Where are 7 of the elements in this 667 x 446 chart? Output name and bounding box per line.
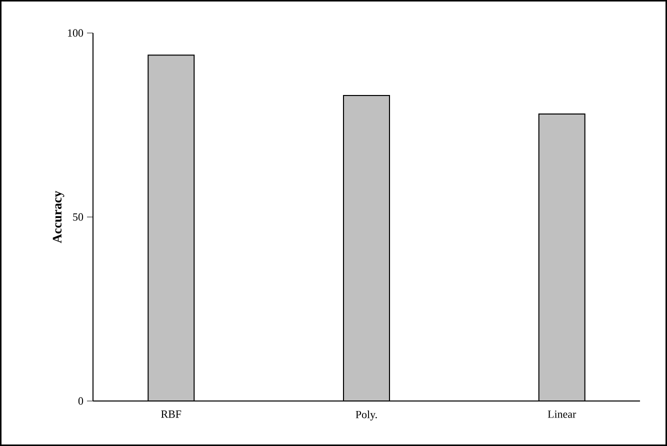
y-tick-label: 100 [68,29,84,37]
x-tick-label: Linear [548,410,576,418]
x-tick-label: Poly. [356,410,377,420]
y-axis-title: Accuracy [52,190,64,244]
y-tick-label: 50 [73,213,84,221]
x-tick-label: RBF [161,410,182,418]
y-tick-label: 0 [78,397,84,405]
